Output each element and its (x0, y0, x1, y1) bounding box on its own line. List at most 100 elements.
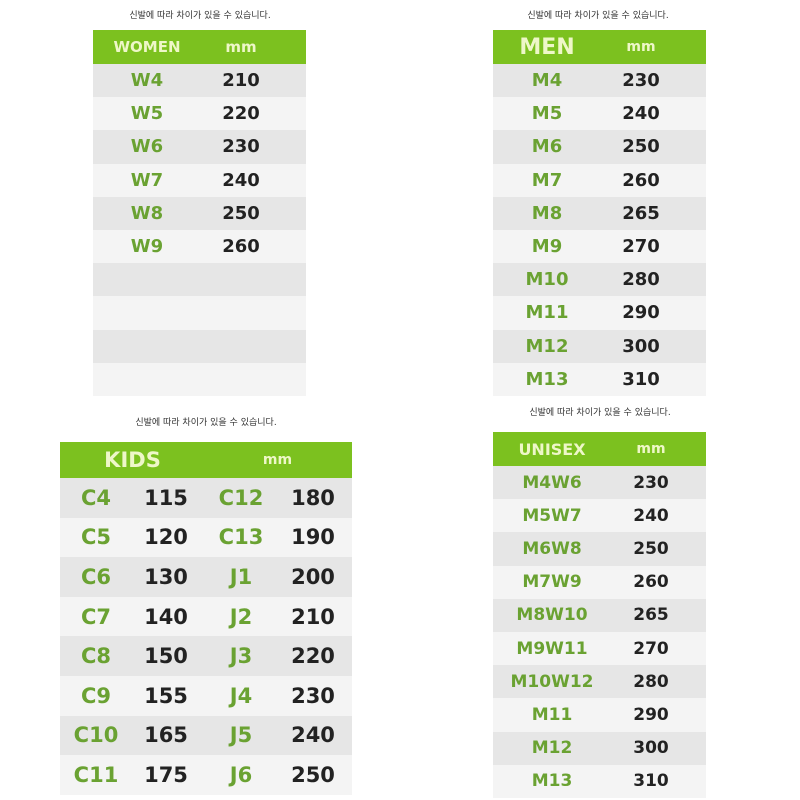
size-label: W6 (130, 136, 164, 158)
header-title: UNISEX (518, 439, 586, 459)
size-label: W4 (130, 70, 164, 92)
men-note: 신발에 따라 차이가 있을 수 있습니다. (527, 11, 669, 21)
size-label: C13 (218, 525, 264, 550)
size-label: J4 (229, 683, 253, 708)
size-mm: 250 (291, 762, 335, 787)
size-mm: 250 (222, 202, 260, 224)
table-row: W4 210 (93, 64, 306, 98)
size-label: C5 (80, 525, 112, 550)
size-mm: 200 (291, 564, 335, 589)
size-mm: 180 (291, 485, 335, 510)
size-label: M4W6 (522, 472, 582, 493)
size-label: M10W12 (510, 671, 594, 692)
table-row: M12 300 (493, 329, 706, 363)
size-mm: 300 (633, 738, 669, 759)
size-mm: 260 (633, 572, 669, 593)
table-row (93, 296, 306, 330)
table-row: M4W6 230 (493, 466, 706, 500)
table-row: M8 265 (493, 196, 706, 230)
table-header: KIDS mm (60, 442, 352, 478)
table-row: C7 140 J2 210 (60, 596, 352, 637)
size-label: J6 (229, 762, 253, 787)
table-row: C6 130 J1 200 (60, 557, 352, 597)
size-label: M13 (531, 771, 573, 792)
size-label: M9W11 (516, 638, 588, 659)
size-label: C11 (73, 762, 119, 787)
table-row: W7 240 (93, 163, 306, 197)
table-row: M6 250 (493, 130, 706, 164)
size-mm: 120 (144, 525, 188, 550)
table-row: C11 175 J6 250 (60, 755, 352, 795)
size-label: M7W9 (522, 572, 582, 593)
table-header: WOMEN mm (93, 30, 306, 64)
size-label: M12 (531, 738, 573, 759)
table-row: M12 300 (493, 731, 706, 765)
size-mm: 230 (633, 472, 669, 493)
size-mm: 260 (222, 236, 260, 258)
table-row (93, 263, 306, 297)
table-row: M6W8 250 (493, 532, 706, 566)
kids-note: 신발에 따라 차이가 있을 수 있습니다. (135, 418, 277, 428)
table-row: M7 260 (493, 163, 706, 197)
size-label: J1 (229, 564, 253, 589)
size-label: C10 (73, 723, 119, 748)
size-label: M5 (531, 103, 563, 125)
size-mm: 310 (622, 368, 660, 390)
table-row (93, 329, 306, 363)
size-label: J2 (229, 604, 253, 629)
table-row: M4 230 (493, 64, 706, 98)
table-row: M7W9 260 (493, 565, 706, 599)
size-mm: 310 (633, 771, 669, 792)
size-mm: 280 (622, 269, 660, 291)
size-mm: 265 (633, 605, 669, 626)
table-row: W6 230 (93, 130, 306, 164)
size-mm: 230 (222, 136, 260, 158)
size-mm: 250 (622, 136, 660, 158)
size-mm: 270 (622, 236, 660, 258)
size-mm: 210 (222, 70, 260, 92)
size-label: M11 (531, 704, 573, 725)
size-label: C9 (80, 683, 112, 708)
table-row: M13 310 (493, 764, 706, 798)
kids-size-table: KIDS mm C4 115 C12 180 C5 120 C13 190 C6 130 J1 200… (60, 442, 352, 795)
table-row: W9 260 (93, 229, 306, 264)
size-mm: 230 (291, 683, 335, 708)
size-mm: 220 (222, 103, 260, 125)
size-label: C7 (80, 604, 112, 629)
table-row: C10 165 J5 240 (60, 715, 352, 756)
women-size-table: WOMEN mm W4 210 W5 220 W6 230 W7 240 W8 250 W9 260 (93, 30, 306, 396)
table-row: M10W12 280 (493, 665, 706, 699)
size-mm: 230 (622, 70, 660, 92)
size-label: W8 (130, 202, 164, 224)
table-row: C9 155 J4 230 (60, 675, 352, 716)
size-label: W7 (130, 169, 164, 191)
size-label: M6 (531, 136, 563, 158)
table-row: M8W10 265 (493, 598, 706, 632)
size-label: M10 (525, 269, 569, 291)
size-label: J3 (229, 644, 253, 669)
size-mm: 240 (633, 505, 669, 526)
size-mm: 150 (144, 644, 188, 669)
size-mm: 265 (622, 202, 660, 224)
size-label: M6W8 (522, 538, 582, 559)
size-label: M13 (525, 368, 569, 390)
size-mm: 260 (622, 169, 660, 191)
size-label: M7 (531, 169, 563, 191)
size-mm: 210 (291, 604, 335, 629)
size-label: M8W10 (516, 605, 588, 626)
table-row: M11 290 (493, 698, 706, 732)
header-unit: mm (225, 38, 257, 56)
size-mm: 130 (144, 564, 188, 589)
size-label: J5 (229, 723, 253, 748)
table-row: C4 115 C12 180 (60, 478, 352, 518)
size-mm: 270 (633, 638, 669, 659)
header-title: MEN (519, 34, 575, 60)
size-mm: 165 (144, 723, 188, 748)
table-row: C5 120 C13 190 (60, 517, 352, 558)
size-mm: 140 (144, 604, 188, 629)
size-label: C12 (218, 485, 264, 510)
table-row: M9W11 270 (493, 631, 706, 666)
size-mm: 190 (291, 525, 335, 550)
table-header: UNISEX mm (493, 432, 706, 466)
size-mm: 300 (622, 335, 660, 357)
